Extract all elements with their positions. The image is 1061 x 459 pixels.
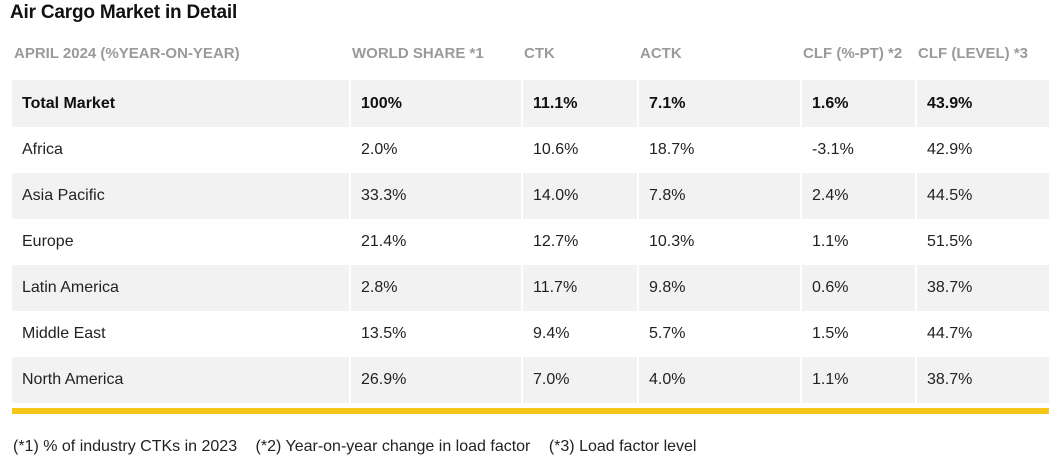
footnotes: (*1) % of industry CTKs in 2023 (*2) Yea… [13,438,696,456]
table-row: Europe 21.4% 12.7% 10.3% 1.1% 51.5% [12,219,1049,265]
table-cell: 0.6% [800,265,916,311]
header-world-share: WORLD SHARE *1 [352,44,484,62]
table-cell: 43.9% [915,80,1049,127]
table-cell: 26.9% [349,357,522,403]
table-header-row: APRIL 2024 (%YEAR-ON-YEAR) WORLD SHARE *… [12,36,1049,70]
table-cell: Asia Pacific [12,173,350,219]
table-cell: 9.4% [521,311,638,357]
table-cell: North America [12,357,350,403]
table-row: Africa 2.0% 10.6% 18.7% -3.1% 42.9% [12,127,1049,173]
table-cell: Middle East [22,325,106,342]
table-cell: 11.7% [521,265,638,311]
table-cell: 7.8% [637,173,801,219]
table-cell: 1.1% [800,357,916,403]
table-cell: -3.1% [800,127,916,173]
table-cell: Total Market [12,80,350,127]
table-cell: 44.7% [915,311,1049,357]
table-cell: 12.7% [521,219,638,265]
accent-divider [12,408,1049,414]
table-cell: 2.8% [349,265,522,311]
header-clf-pt: CLF (%-PT) *2 [803,44,903,62]
table-cell: 7.1% [637,80,801,127]
table-row: Latin America 2.8% 11.7% 9.8% 0.6% 38.7% [12,265,1049,311]
header-clf-level: CLF (LEVEL) *3 [918,44,1029,62]
table-cell: 4.0% [637,357,801,403]
table-cell: 38.7% [915,265,1049,311]
table-cell: 2.0% [349,127,522,173]
footnote-clf-change: (*2) Year-on-year change in load factor [255,438,531,455]
table-cell: 44.5% [915,173,1049,219]
table-cell: 9.8% [637,265,801,311]
table-cell: 7.0% [521,357,638,403]
footnote-world-share: (*1) % of industry CTKs in 2023 [13,438,238,455]
table-cell: 18.7% [637,127,801,173]
table-row: Asia Pacific 33.3% 14.0% 7.8% 2.4% 44.5% [12,173,1049,219]
table-cell: 51.5% [915,219,1049,265]
table-cell: 42.9% [915,127,1049,173]
table-row-total: Total Market 100% 11.1% 7.1% 1.6% 43.9% [12,80,1049,127]
table-cell: 1.6% [800,80,916,127]
table-cell: 2.4% [800,173,916,219]
table-cell: 100% [349,80,522,127]
market-table: APRIL 2024 (%YEAR-ON-YEAR) WORLD SHARE *… [12,36,1049,403]
footnote-clf-level: (*3) Load factor level [548,438,697,455]
page-title: Air Cargo Market in Detail [10,2,238,23]
table-row: North America 26.9% 7.0% 4.0% 1.1% 38.7% [12,357,1049,403]
table-row: Middle East 13.5% 9.4% 5.7% 1.5% 44.7% [12,311,1049,357]
table-cell: 33.3% [349,173,522,219]
table-cell: 21.4% [349,219,522,265]
table-cell: Europe [22,233,74,250]
table-cell: 5.7% [637,311,801,357]
header-actk: ACTK [640,44,682,62]
table-cell: 1.5% [800,311,916,357]
header-ctk: CTK [524,44,555,62]
table-cell: Africa [22,141,63,158]
table-cell: 14.0% [521,173,638,219]
table-cell: 1.1% [800,219,916,265]
table-cell: Latin America [12,265,350,311]
table-cell: 10.3% [637,219,801,265]
table-cell: 11.1% [521,80,638,127]
table-cell: 13.5% [349,311,522,357]
table-cell: 38.7% [915,357,1049,403]
header-region: APRIL 2024 (%YEAR-ON-YEAR) [14,44,240,62]
table-cell: 10.6% [521,127,638,173]
